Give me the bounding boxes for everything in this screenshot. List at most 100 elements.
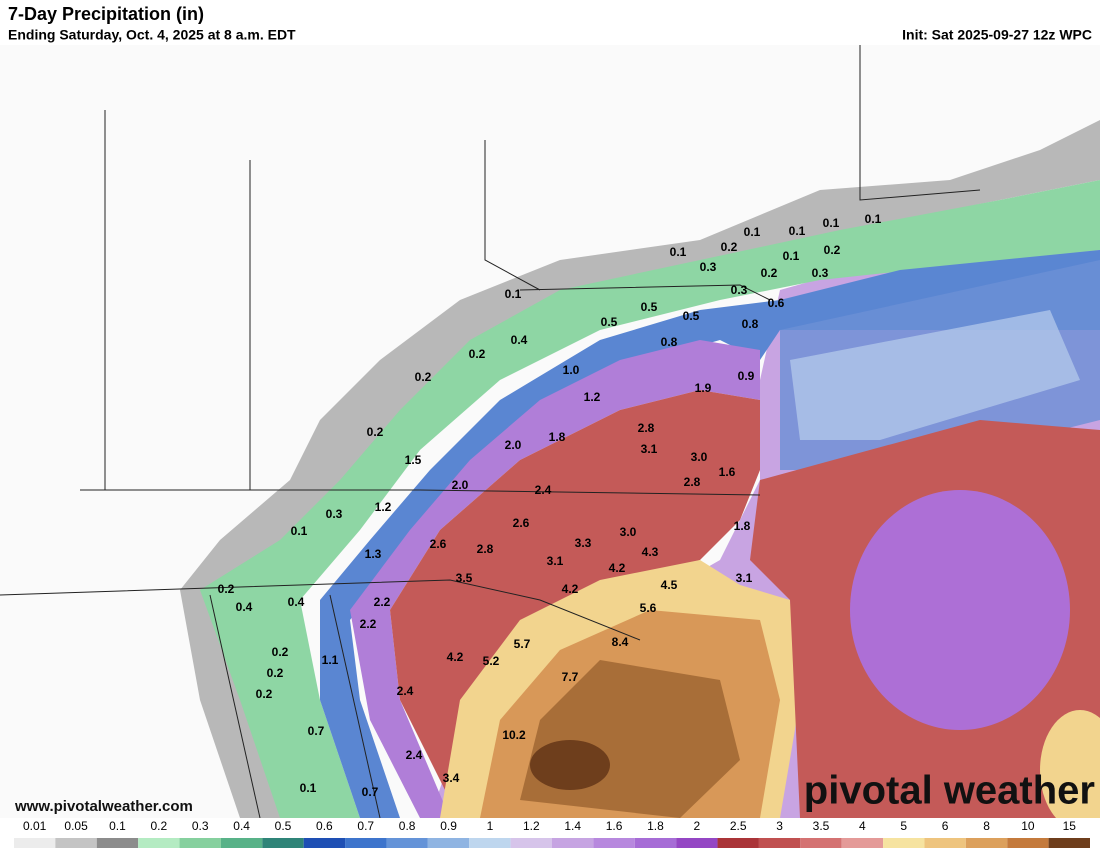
legend-label: 0.01 xyxy=(23,819,47,833)
legend-label: 0.3 xyxy=(192,819,209,833)
legend-swatch xyxy=(469,838,511,848)
legend-swatch xyxy=(179,838,221,848)
legend-label: 0.5 xyxy=(275,819,292,833)
precip-label: 0.4 xyxy=(236,600,253,614)
precip-label: 0.1 xyxy=(505,287,522,301)
precip-label: 0.7 xyxy=(362,785,379,799)
legend-swatch xyxy=(717,838,759,848)
legend-label: 0.9 xyxy=(440,819,457,833)
precip-label: 0.1 xyxy=(823,216,840,230)
legend-swatch xyxy=(924,838,966,848)
legend-label: 3 xyxy=(776,819,783,833)
precip-label: 1.2 xyxy=(584,390,601,404)
legend-label: 1.6 xyxy=(606,819,623,833)
precip-label: 0.9 xyxy=(738,369,755,383)
precip-label: 1.8 xyxy=(549,430,566,444)
legend-swatch xyxy=(841,838,884,848)
precip-label: 0.1 xyxy=(300,781,317,795)
precip-label: 0.2 xyxy=(415,370,432,384)
precip-label: 1.0 xyxy=(563,363,580,377)
legend-label: 8 xyxy=(983,819,990,833)
legend-label: 15 xyxy=(1063,819,1077,833)
precip-label: 1.9 xyxy=(695,381,712,395)
precip-label: 0.5 xyxy=(601,315,618,329)
precip-label: 2.6 xyxy=(513,516,530,530)
precip-label: 2.0 xyxy=(505,438,522,452)
precip-label: 10.2 xyxy=(502,728,526,742)
precip-label: 0.4 xyxy=(288,595,305,609)
precip-label: 4.5 xyxy=(661,578,678,592)
precip-label: 3.4 xyxy=(443,771,460,785)
precip-label: 5.7 xyxy=(514,637,531,651)
precip-label: 1.6 xyxy=(719,465,736,479)
legend-swatch xyxy=(758,838,801,848)
precip-label: 3.0 xyxy=(691,450,708,464)
legend-swatch xyxy=(883,838,925,848)
precip-label: 0.4 xyxy=(511,333,528,347)
legend-swatch xyxy=(55,838,97,848)
legend-swatch xyxy=(345,838,387,848)
precip-label: 0.1 xyxy=(291,524,308,538)
legend-label: 0.8 xyxy=(399,819,416,833)
precip-label: 0.1 xyxy=(783,249,800,263)
precip-label: 4.2 xyxy=(447,650,464,664)
legend-label: 0.1 xyxy=(109,819,126,833)
precip-label: 1.1 xyxy=(322,653,339,667)
legend-swatch xyxy=(1007,838,1049,848)
legend-swatch xyxy=(427,838,470,848)
precip-label: 0.2 xyxy=(272,645,289,659)
precip-label: 0.2 xyxy=(267,666,284,680)
legend-label: 6 xyxy=(942,819,949,833)
legend-label: 2.5 xyxy=(730,819,747,833)
legend-label: 0.6 xyxy=(316,819,333,833)
precip-label: 0.2 xyxy=(256,687,273,701)
precip-label: 2.8 xyxy=(684,475,701,489)
legend-label: 1.4 xyxy=(564,819,581,833)
precip-label: 2.4 xyxy=(535,483,552,497)
precip-label: 2.0 xyxy=(452,478,469,492)
legend-swatch xyxy=(220,838,263,848)
legend-label: 3.5 xyxy=(813,819,830,833)
precip-label: 0.3 xyxy=(326,507,343,521)
legend-swatch xyxy=(303,838,346,848)
precip-label: 0.1 xyxy=(670,245,687,259)
legend-label: 1.8 xyxy=(647,819,664,833)
precip-label: 0.7 xyxy=(308,724,325,738)
precip-label: 0.8 xyxy=(742,317,759,331)
precip-label: 5.2 xyxy=(483,654,500,668)
precip-label: 2.2 xyxy=(360,617,377,631)
title: 7-Day Precipitation (in) xyxy=(8,4,204,24)
precip-label: 1.8 xyxy=(734,519,751,533)
legend-swatch xyxy=(634,838,677,848)
legend-swatch xyxy=(676,838,718,848)
legend-swatch xyxy=(386,838,428,848)
legend-label: 0.2 xyxy=(151,819,168,833)
precip-label: 0.1 xyxy=(865,212,882,226)
precip-label: 0.3 xyxy=(812,266,829,280)
precip-label: 2.8 xyxy=(638,421,655,435)
legend-swatch xyxy=(1048,838,1090,848)
precip-label: 0.5 xyxy=(683,309,700,323)
precip-label: 4.2 xyxy=(562,582,579,596)
precip-label: 3.3 xyxy=(575,536,592,550)
legend: 0.01 0.05 0.1 0.2 0.3 0.4 0.5 0.6 0.7 0.8 0.9 1 1.2 1… xyxy=(14,819,1090,848)
precip-label: 1.5 xyxy=(405,453,422,467)
watermark-logo: pivotal weather xyxy=(804,769,1095,813)
precip-label: 3.0 xyxy=(620,525,637,539)
precip-label: 3.1 xyxy=(547,554,564,568)
legend-label: 2 xyxy=(694,819,701,833)
precip-label: 0.3 xyxy=(731,283,748,297)
precip-label: 3.1 xyxy=(736,571,753,585)
legend-label: 0.4 xyxy=(233,819,250,833)
precip-label: 3.1 xyxy=(641,442,658,456)
legend-swatch xyxy=(138,838,180,848)
map xyxy=(0,45,1100,818)
legend-label: 0.05 xyxy=(64,819,88,833)
map-labels: 0.1 0.1 0.1 0.1 0.2 0.1 0.2 0.1 0.3 0.2 0.3 0.3 0.1 0… xyxy=(218,212,882,799)
precip-label: 0.1 xyxy=(744,225,761,239)
legend-swatch xyxy=(965,838,1008,848)
precip-label: 4.3 xyxy=(642,545,659,559)
precip-label: 0.1 xyxy=(789,224,806,238)
legend-label: 0.7 xyxy=(357,819,374,833)
